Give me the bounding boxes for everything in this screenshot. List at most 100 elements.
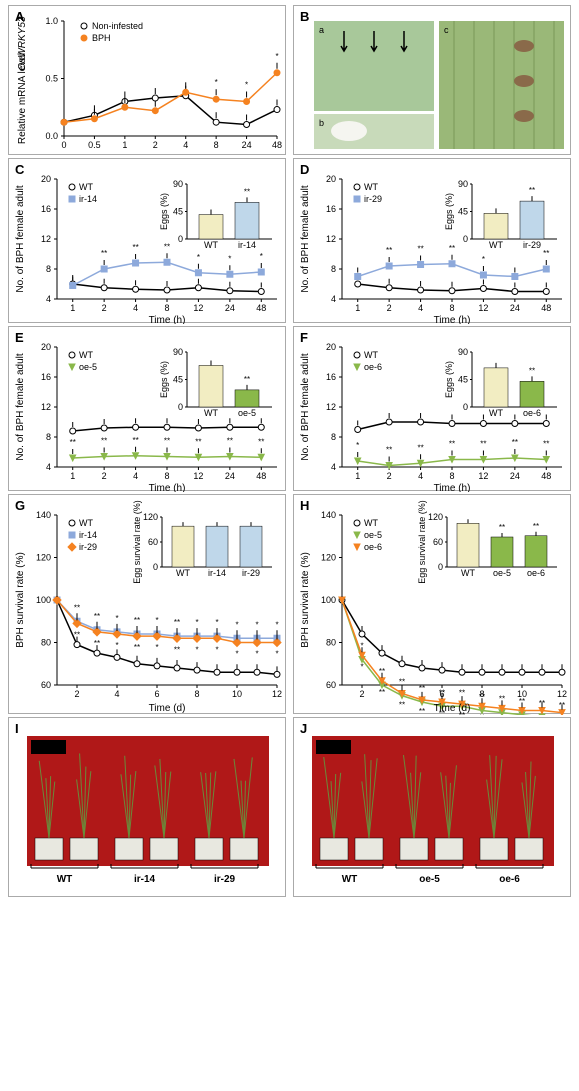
svg-text:**: ** [539, 699, 545, 708]
svg-text:**: ** [164, 242, 170, 251]
svg-text:*: * [197, 253, 200, 262]
svg-text:1: 1 [355, 471, 360, 481]
svg-text:45: 45 [458, 375, 468, 385]
svg-text:Eggs (%): Eggs (%) [444, 193, 454, 230]
svg-text:16: 16 [326, 204, 336, 214]
svg-text:45: 45 [458, 207, 468, 217]
svg-text:12: 12 [478, 471, 488, 481]
svg-text:90: 90 [173, 347, 183, 357]
chart-c: 481216201248122448*********WTir-14No. of… [9, 159, 287, 324]
svg-text:**: ** [419, 707, 425, 715]
svg-text:*: * [275, 620, 278, 629]
svg-text:*: * [195, 645, 198, 654]
svg-text:oe-6: oe-6 [364, 542, 382, 552]
svg-text:**: ** [512, 438, 518, 447]
panel-label: I [15, 721, 19, 736]
svg-text:*: * [115, 641, 118, 650]
svg-text:ir-29: ir-29 [242, 568, 260, 578]
svg-text:*: * [482, 255, 485, 264]
svg-text:45: 45 [173, 375, 183, 385]
svg-text:Egg survival rate (%): Egg survival rate (%) [132, 500, 142, 584]
svg-text:12: 12 [41, 234, 51, 244]
svg-text:4: 4 [183, 140, 188, 150]
svg-text:12: 12 [326, 402, 336, 412]
svg-text:**: ** [134, 643, 140, 652]
svg-text:ir-29: ir-29 [523, 240, 541, 250]
svg-text:*: * [215, 645, 218, 654]
svg-text:oe-5: oe-5 [238, 408, 256, 418]
svg-text:24: 24 [510, 471, 520, 481]
svg-text:Eggs (%): Eggs (%) [159, 193, 169, 230]
svg-text:*: * [215, 618, 218, 627]
svg-text:2: 2 [102, 471, 107, 481]
svg-text:**: ** [459, 688, 465, 697]
svg-text:**: ** [379, 688, 385, 697]
svg-text:**: ** [449, 440, 455, 449]
svg-text:b: b [319, 118, 324, 128]
panel-label: F [300, 330, 308, 345]
photo-i: 11dWTir-14ir-29 [9, 718, 287, 898]
svg-text:Time (h): Time (h) [434, 315, 471, 324]
svg-text:**: ** [227, 437, 233, 446]
svg-text:8: 8 [194, 689, 199, 699]
panel-G: G608010012014024681012******************… [8, 494, 286, 714]
svg-text:*: * [235, 650, 238, 659]
svg-text:12: 12 [272, 689, 282, 699]
panel-label: A [15, 9, 24, 24]
svg-text:ir-29: ir-29 [214, 874, 236, 885]
svg-text:4: 4 [418, 471, 423, 481]
svg-text:20: 20 [326, 174, 336, 184]
svg-text:**: ** [419, 684, 425, 693]
svg-text:**: ** [480, 440, 486, 449]
svg-text:1: 1 [70, 471, 75, 481]
svg-text:*: * [360, 662, 363, 671]
svg-text:20: 20 [41, 342, 51, 352]
svg-text:WT: WT [364, 182, 378, 192]
chart-e: 481216201248122448**************WToe-5No… [9, 327, 287, 492]
svg-text:**: ** [94, 612, 100, 621]
svg-text:c: c [444, 25, 449, 35]
svg-text:10: 10 [232, 689, 242, 699]
svg-text:Egg survival rate (%): Egg survival rate (%) [417, 500, 427, 584]
chart-d: 481216201248122448*********WTir-29No. of… [294, 159, 572, 324]
svg-text:**: ** [195, 437, 201, 446]
svg-text:0: 0 [463, 402, 468, 412]
svg-text:No. of BPH female adult: No. of BPH female adult [300, 353, 311, 460]
svg-text:4: 4 [133, 471, 138, 481]
svg-text:ir-14: ir-14 [79, 530, 97, 540]
svg-text:**: ** [417, 443, 423, 452]
svg-text:**: ** [74, 603, 80, 612]
svg-text:6: 6 [154, 689, 159, 699]
svg-text:2: 2 [387, 303, 392, 313]
svg-text:8: 8 [164, 471, 169, 481]
svg-text:**: ** [439, 688, 445, 697]
svg-text:**: ** [244, 375, 250, 384]
svg-text:WT: WT [489, 240, 503, 250]
svg-text:140: 140 [36, 510, 51, 520]
svg-text:No. of BPH female adult: No. of BPH female adult [300, 185, 311, 292]
svg-text:**: ** [399, 701, 405, 710]
svg-text:*: * [195, 618, 198, 627]
svg-text:Eggs (%): Eggs (%) [159, 361, 169, 398]
svg-text:60: 60 [148, 537, 158, 547]
svg-text:**: ** [399, 678, 405, 687]
photo-j: 18dWToe-5oe-6 [294, 718, 572, 898]
svg-text:*: * [356, 441, 359, 450]
svg-text:0: 0 [153, 562, 158, 572]
svg-text:2: 2 [74, 689, 79, 699]
svg-text:Time (h): Time (h) [434, 483, 471, 492]
svg-text:*: * [155, 643, 158, 652]
svg-text:*: * [255, 650, 258, 659]
svg-text:WT: WT [461, 568, 475, 578]
svg-text:BPH survival rate (%): BPH survival rate (%) [300, 552, 311, 648]
svg-text:Time (d): Time (d) [149, 703, 186, 714]
svg-text:**: ** [386, 446, 392, 455]
svg-text:4: 4 [331, 462, 336, 472]
svg-text:BPH survival rate (%): BPH survival rate (%) [15, 552, 26, 648]
svg-text:Eggs (%): Eggs (%) [444, 361, 454, 398]
svg-text:12: 12 [478, 303, 488, 313]
svg-text:WT: WT [57, 874, 73, 885]
svg-text:1: 1 [122, 140, 127, 150]
svg-text:8: 8 [214, 140, 219, 150]
svg-text:*: * [255, 620, 258, 629]
